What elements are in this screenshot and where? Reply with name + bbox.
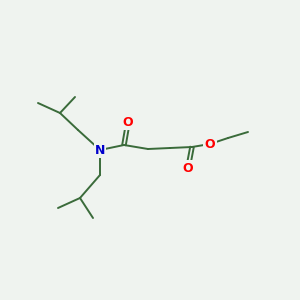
Text: O: O — [205, 137, 215, 151]
Text: O: O — [123, 116, 133, 128]
Text: O: O — [183, 161, 193, 175]
Text: N: N — [95, 143, 105, 157]
